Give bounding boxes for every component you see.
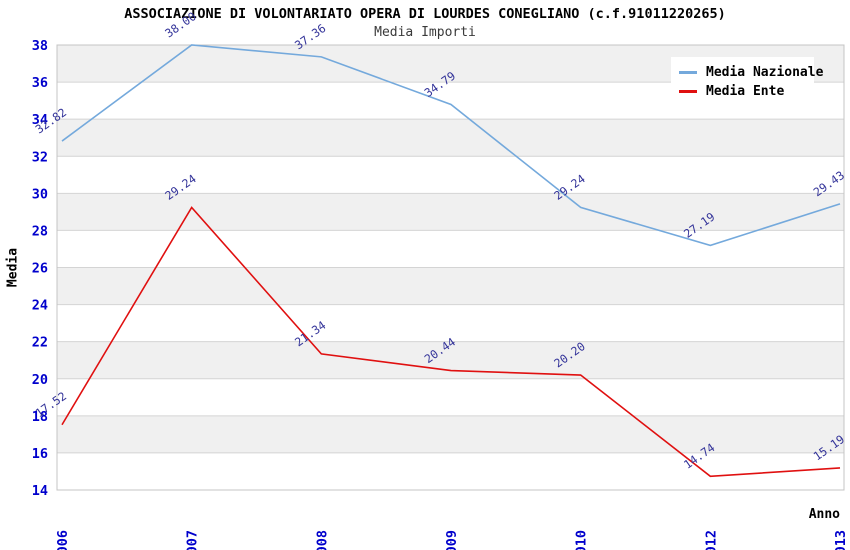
y-tick-label: 26 <box>32 261 48 277</box>
chart-subtitle: Media Importi <box>374 25 476 40</box>
plot-band <box>57 341 844 379</box>
line-swatch-icon <box>679 90 697 93</box>
x-tick-label: 2007 <box>185 530 201 550</box>
y-tick-label: 34 <box>32 112 48 128</box>
y-tick-label: 24 <box>32 298 48 314</box>
y-tick-label: 22 <box>32 335 48 351</box>
plot-band <box>57 119 844 157</box>
y-tick-label: 28 <box>32 223 48 239</box>
x-tick-label: 2013 <box>833 530 849 550</box>
legend: Media Nazionale Media Ente <box>671 57 823 105</box>
plot-band <box>57 267 844 305</box>
y-tick-label: 20 <box>32 372 48 388</box>
y-tick-label: 18 <box>32 409 48 425</box>
legend-item-media-nazionale: Media Nazionale <box>679 63 823 82</box>
x-axis-title: Anno <box>808 507 840 522</box>
y-axis-title: Media <box>5 247 21 288</box>
plot-border <box>56 44 845 491</box>
x-tick-label: 2008 <box>314 530 330 550</box>
x-tick-label: 2006 <box>55 530 71 550</box>
legend-item-media-ente: Media Ente <box>679 82 814 101</box>
value-label: 38.00 <box>162 9 198 40</box>
series-line-media-nazionale <box>61 44 841 247</box>
x-tick-label: 2009 <box>444 530 460 550</box>
y-tick-label: 30 <box>32 186 48 202</box>
x-tick-label: 2012 <box>703 530 719 550</box>
chart-title: ASSOCIAZIONE DI VOLONTARIATO OPERA DI LO… <box>124 6 726 22</box>
plot-band <box>57 415 844 453</box>
y-tick-label: 32 <box>32 149 48 165</box>
y-tick-label: 14 <box>32 483 48 499</box>
y-tick-label: 36 <box>32 75 48 91</box>
x-tick-label: 2010 <box>574 530 590 550</box>
y-tick-label: 38 <box>32 38 48 54</box>
series-line-media-ente <box>61 206 841 478</box>
legend-label: Media Nazionale <box>706 65 824 80</box>
legend-label: Media Ente <box>706 84 785 99</box>
line-swatch-icon <box>679 71 697 74</box>
y-tick-label: 16 <box>32 446 48 462</box>
